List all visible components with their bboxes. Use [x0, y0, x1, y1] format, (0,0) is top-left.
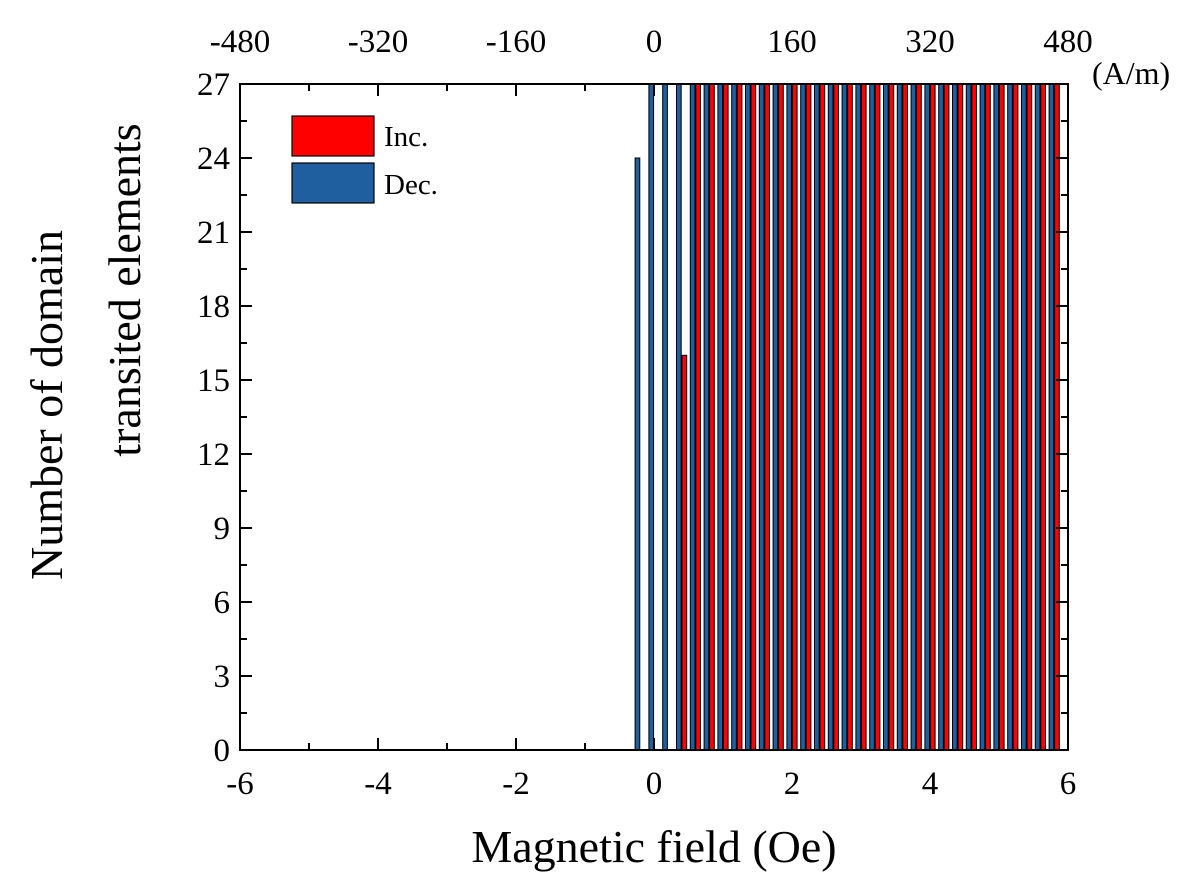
y-tick-label-1: 3 — [214, 659, 231, 695]
bar-inc-10 — [819, 83, 826, 751]
bar-dec-19 — [896, 83, 903, 751]
top-tick-label-6: 480 — [1043, 24, 1093, 60]
y-tick-label-5: 15 — [197, 363, 230, 399]
bar-dec-22 — [938, 83, 944, 751]
bar-inc-15 — [888, 83, 895, 751]
legend-swatch-dec — [291, 162, 375, 204]
bar-inc-23 — [998, 83, 1005, 751]
bar-dec-6 — [717, 83, 724, 751]
top-tick-label-2: -160 — [486, 24, 547, 60]
bar-dec-12 — [800, 83, 806, 751]
bar-inc-27 — [1054, 83, 1060, 751]
bar-inc-19 — [943, 83, 950, 751]
bar-inc-21 — [971, 83, 977, 751]
ticks-group — [239, 83, 1069, 751]
bar-dec-26 — [993, 83, 1000, 751]
bar-dec-15 — [841, 83, 848, 751]
bar-dec-16 — [855, 83, 862, 751]
bar-inc-0 — [681, 354, 688, 751]
bar-inc-20 — [957, 83, 964, 751]
x-tick-label-3: 0 — [646, 766, 663, 802]
top-axis-unit: (A/m) — [1092, 55, 1170, 91]
bar-dec-18 — [882, 83, 889, 751]
bar-dec-1 — [648, 83, 655, 751]
bar-dec-21 — [924, 83, 931, 751]
top-tick-label-5: 320 — [905, 24, 955, 60]
bar-dec-4 — [689, 83, 696, 751]
bar-inc-25 — [1026, 83, 1033, 751]
x-tick-label-0: -6 — [226, 766, 254, 802]
bar-dec-10 — [772, 83, 779, 751]
bar-dec-5 — [703, 83, 710, 751]
legend-label-inc: Inc. — [384, 121, 428, 153]
bar-inc-5 — [750, 83, 757, 751]
bar-inc-6 — [764, 83, 770, 751]
bar-dec-0 — [634, 157, 641, 751]
bar-dec-29 — [1034, 83, 1041, 751]
bar-inc-22 — [985, 83, 991, 751]
top-tick-label-1: -320 — [348, 24, 409, 60]
y-tick-label-7: 21 — [197, 215, 230, 251]
bar-inc-13 — [860, 83, 867, 751]
y-axis-title-line2: transited elements — [99, 123, 150, 456]
x-tick-label-4: 2 — [784, 766, 801, 802]
bar-dec-2 — [662, 83, 668, 751]
bar-inc-3 — [722, 83, 729, 751]
bar-dec-20 — [910, 83, 917, 751]
bar-inc-26 — [1040, 83, 1047, 751]
bar-dec-14 — [827, 83, 834, 751]
bar-dec-3 — [675, 83, 682, 751]
bar-inc-2 — [709, 83, 715, 751]
top-tick-label-0: -480 — [210, 24, 271, 60]
bar-dec-24 — [965, 83, 972, 751]
y-tick-label-6: 18 — [197, 289, 230, 325]
bar-inc-4 — [736, 83, 743, 751]
y-tick-label-8: 24 — [197, 141, 230, 177]
x-tick-label-1: -4 — [364, 766, 392, 802]
bar-inc-1 — [695, 83, 701, 751]
bar-inc-7 — [778, 83, 784, 751]
x-tick-label-2: -2 — [502, 766, 530, 802]
x-tick-label-5: 4 — [922, 766, 939, 802]
bar-dec-11 — [786, 83, 793, 751]
y-tick-label-4: 12 — [197, 437, 230, 473]
x-axis-title: Magnetic field (Oe) — [471, 821, 836, 872]
y-tick-label-3: 9 — [214, 511, 231, 547]
bar-dec-13 — [813, 83, 820, 751]
bar-inc-11 — [833, 83, 839, 751]
bar-dec-30 — [1048, 83, 1055, 751]
bar-dec-7 — [731, 83, 737, 751]
y-tick-label-0: 0 — [214, 733, 231, 769]
bar-dec-28 — [1020, 83, 1027, 751]
bar-inc-8 — [791, 83, 798, 751]
bar-inc-24 — [1012, 83, 1019, 751]
bar-inc-18 — [929, 83, 936, 751]
y-tick-label-9: 27 — [197, 67, 230, 103]
bar-inc-12 — [847, 83, 853, 751]
bar-dec-9 — [758, 83, 765, 751]
bar-dec-23 — [951, 83, 958, 751]
bar-dec-8 — [744, 83, 751, 751]
y-tick-label-2: 6 — [214, 585, 231, 621]
bar-inc-14 — [874, 83, 881, 751]
legend-label-dec: Dec. — [384, 169, 438, 201]
legend: Inc. Dec. — [291, 115, 438, 204]
legend-swatch-inc — [291, 115, 375, 157]
bar-dec-17 — [869, 83, 875, 751]
bar-inc-16 — [902, 83, 908, 751]
bar-dec-25 — [979, 83, 986, 751]
bar-dec-27 — [1007, 83, 1013, 751]
top-tick-label-4: 160 — [767, 24, 817, 60]
y-axis-title-line1: Number of domain — [21, 230, 72, 580]
bars-group — [634, 83, 1060, 751]
bar-inc-17 — [916, 83, 922, 751]
bar-inc-9 — [805, 83, 812, 751]
x-tick-label-6: 6 — [1060, 766, 1077, 802]
top-tick-label-3: 0 — [646, 24, 663, 60]
tick-labels-group: -6 -4 -2 0 2 4 6-480 -320 -160 0 160 320 48003691215… — [197, 24, 1093, 802]
